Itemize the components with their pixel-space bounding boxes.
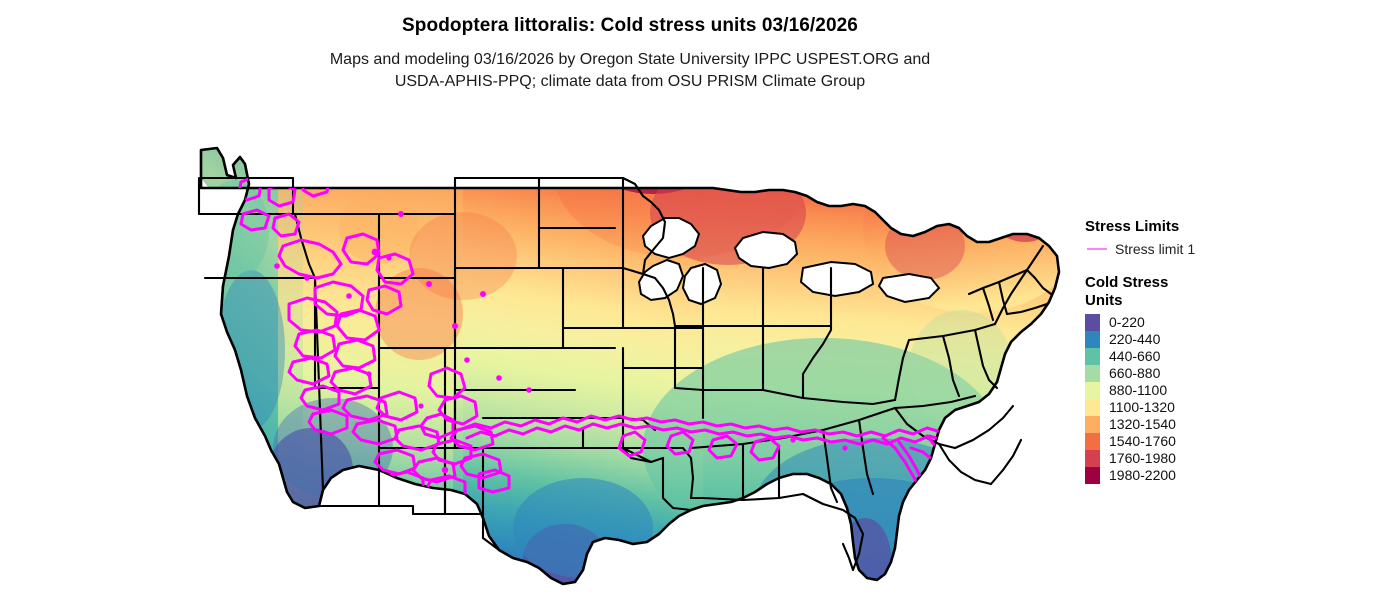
map-legend: Stress Limits Stress limit 1 Cold Stress… (1085, 218, 1345, 484)
legend-class-row[interactable]: 1540-1760 (1085, 433, 1345, 450)
stress-limits-title: Stress Limits (1085, 218, 1180, 235)
legend-class-label: 440-660 (1109, 348, 1161, 364)
stress-limits-legend: Stress Limits Stress limit 1 (1085, 218, 1345, 258)
legend-color-swatch (1085, 450, 1100, 467)
subtitle-line-2: USDA-APHIS-PPQ; climate data from OSU PR… (394, 73, 866, 90)
legend-color-swatch (1085, 416, 1100, 433)
legend-color-swatch (1085, 365, 1100, 382)
national-outline (199, 146, 1061, 586)
legend-class-label: 1320-1540 (1109, 416, 1176, 432)
legend-class-row[interactable]: 1100-1320 (1085, 399, 1345, 416)
legend-color-swatch (1085, 331, 1100, 348)
legend-color-swatch (1085, 467, 1100, 484)
legend-class-label: 1540-1760 (1109, 433, 1176, 449)
legend-class-row[interactable]: 1980-2200 (1085, 467, 1345, 484)
great-lakes (637, 217, 941, 306)
legend-class-label: 220-440 (1109, 331, 1161, 347)
legend-color-swatch (1085, 348, 1100, 365)
legend-class-row[interactable]: 1320-1540 (1085, 416, 1345, 433)
legend-color-swatch (1085, 382, 1100, 399)
legend-class-row[interactable]: 1760-1980 (1085, 450, 1345, 467)
legend-class-row[interactable]: 440-660 (1085, 348, 1345, 365)
legend-color-swatch (1085, 314, 1100, 331)
stress-limit-1-row[interactable]: Stress limit 1 (1085, 239, 1345, 258)
legend-class-label: 0-220 (1109, 314, 1145, 330)
map-svg (197, 146, 1061, 586)
page-subtitle: Maps and modeling 03/16/2026 by Oregon S… (0, 49, 1260, 93)
legend-color-swatch (1085, 433, 1100, 450)
cold-stress-units-title: Cold Stress Units (1085, 274, 1169, 309)
stress-limit-1-line-swatch (1087, 247, 1107, 250)
legend-class-row[interactable]: 220-440 (1085, 331, 1345, 348)
legend-class-row[interactable]: 660-880 (1085, 365, 1345, 382)
legend-class-label: 1980-2200 (1109, 467, 1176, 483)
legend-class-row[interactable]: 0-220 (1085, 314, 1345, 331)
legend-class-label: 1760-1980 (1109, 450, 1176, 466)
subtitle-line-1: Maps and modeling 03/16/2026 by Oregon S… (329, 51, 931, 68)
cold-stress-legend: Cold Stress Units 0-220 220-440 440-660 660… (1085, 274, 1345, 484)
legend-class-label: 1100-1320 (1109, 399, 1175, 415)
us-choropleth-map (183, 118, 1063, 588)
state-boundaries (197, 146, 1053, 586)
stress-limit-1-label: Stress limit 1 (1115, 240, 1196, 257)
page-title: Spodoptera littoralis: Cold stress units… (402, 15, 858, 36)
cold-stress-swatch-list: 0-220 220-440 440-660 660-880 880-1100 1100-1… (1085, 314, 1345, 484)
legend-class-label: 880-1100 (1109, 382, 1168, 398)
title-block: Spodoptera littoralis: Cold stress units… (0, 14, 1260, 93)
legend-color-swatch (1085, 399, 1100, 416)
legend-class-label: 660-880 (1109, 365, 1161, 381)
legend-class-row[interactable]: 880-1100 (1085, 382, 1345, 399)
